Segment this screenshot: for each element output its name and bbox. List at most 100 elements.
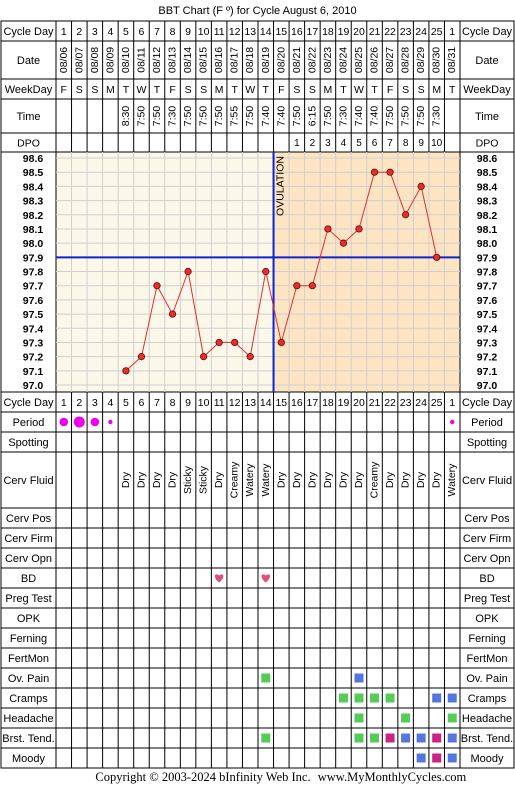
y-tick-label-right: 97.8: [477, 267, 498, 279]
weekday-cell: M: [106, 84, 115, 96]
temperature-point[interactable]: [122, 367, 130, 375]
cycle-day-cell: 24: [415, 26, 427, 38]
weekday-cell: T: [371, 84, 378, 96]
time-cell: 7:50: [182, 106, 194, 127]
cerv-fluid-cell: Dry: [291, 471, 303, 488]
cycle-day-cell: 23: [400, 397, 412, 409]
temperature-point[interactable]: [370, 168, 379, 176]
temperature-point[interactable]: [402, 211, 410, 219]
temperature-point[interactable]: [215, 338, 223, 347]
cycle-day-cell: 1: [449, 26, 455, 38]
temperature-point[interactable]: [324, 225, 332, 233]
temperature-point[interactable]: [184, 267, 192, 276]
y-tick-label-right: 98.0: [477, 238, 498, 250]
time-cell: 7:40: [353, 106, 365, 127]
time-cell: 7:30: [337, 106, 349, 127]
y-tick-label-left: 97.6: [23, 295, 44, 307]
row-label-headache: Headache: [3, 713, 53, 725]
temperature-point[interactable]: [339, 239, 348, 247]
temperature-point[interactable]: [137, 353, 146, 361]
cycle-day-cell: 11: [214, 26, 225, 38]
temperature-point[interactable]: [355, 225, 363, 233]
row-label-cerv-opn: Cerv Opn: [463, 553, 510, 565]
y-tick-label-left: 98.4: [23, 181, 44, 193]
temperature-point[interactable]: [262, 267, 270, 276]
temperature-point[interactable]: [200, 353, 208, 361]
period-marker: [90, 417, 100, 427]
cycle-day-cell: 17: [307, 26, 319, 38]
cycle-day-cell: 13: [244, 397, 256, 409]
date-cell: 08/11: [135, 47, 147, 73]
moody-marker: [416, 753, 426, 763]
temperature-point[interactable]: [386, 168, 394, 176]
time-cell: 7:50: [244, 106, 256, 127]
y-tick-label-right: 98.1: [477, 224, 498, 236]
y-tick-label-left: 97.1: [23, 366, 44, 378]
cycle-day-cell: 21: [369, 397, 381, 409]
temperature-point[interactable]: [231, 338, 239, 347]
row-label-date: Date: [17, 55, 40, 67]
cerv-fluid-cell: Dry: [431, 471, 443, 488]
y-tick-label-right: 97.9: [477, 252, 498, 264]
cycle-day-cell: 5: [123, 397, 129, 409]
content-layer: 98.6 98.6 98.5 98.5 98.4 98.4 98.3 98.3 98.2 98.2…: [2, 26, 513, 765]
brst-tend-marker: [261, 733, 271, 743]
date-cell: 08/07: [73, 47, 85, 73]
dpo-cell: 8: [403, 138, 409, 149]
time-cell: 7:30: [431, 106, 443, 127]
temperature-point[interactable]: [246, 353, 254, 361]
bd-heart-icon: [214, 574, 224, 583]
y-tick-label-left: 97.5: [23, 309, 44, 321]
dpo-cell: 3: [325, 138, 331, 149]
y-tick-label-right: 97.1: [477, 366, 498, 378]
temperature-point[interactable]: [153, 282, 161, 290]
weekday-cell: S: [76, 84, 83, 96]
footer-site[interactable]: www.MyMonthlyCycles.com: [318, 770, 467, 784]
y-tick-label-right: 98.4: [477, 181, 498, 193]
dpo-cell: 9: [418, 138, 424, 149]
cycle-day-cell: 18: [322, 397, 334, 409]
temperature-point[interactable]: [308, 282, 316, 290]
cycle-day-cell: 5: [123, 26, 129, 38]
row-label-time: Time: [475, 111, 499, 123]
cycle-day-cell: 8: [170, 397, 176, 409]
y-tick-label-left: 98.6: [23, 153, 44, 165]
weekday-cell: M: [215, 84, 224, 96]
row-label-cerv-opn: Cerv Opn: [5, 553, 52, 565]
date-cell: 08/06: [58, 47, 70, 73]
row-label-ov-pain: Ov. Pain: [466, 673, 507, 685]
row-label-opk: OPK: [17, 613, 41, 625]
y-tick-label-left: 97.4: [23, 323, 44, 335]
cycle-day-cell: 14: [260, 397, 272, 409]
y-tick-label-left: 98.0: [23, 238, 44, 250]
row-label-moody: Moody: [12, 753, 46, 765]
y-tick-label-right: 97.6: [477, 295, 498, 307]
temperature-point[interactable]: [277, 338, 285, 347]
row-label-preg-test: Preg Test: [464, 593, 510, 605]
date-cell: 08/17: [229, 47, 241, 73]
row-label-opk: OPK: [475, 613, 499, 625]
cramps-marker: [447, 693, 457, 703]
temperature-point[interactable]: [433, 253, 441, 261]
weekday-cell: T: [154, 84, 161, 96]
date-cell: 08/12: [151, 47, 163, 73]
time-cell: 7:40: [275, 106, 287, 127]
headache-marker: [447, 713, 457, 723]
time-cell: 7:50: [198, 106, 210, 127]
cerv-fluid-cell: Watery: [446, 463, 458, 497]
row-label-cramps: Cramps: [468, 693, 507, 705]
cycle-day-cell: 6: [139, 397, 145, 409]
date-cell: 08/19: [260, 47, 272, 73]
temperature-point[interactable]: [293, 282, 301, 290]
temperature-point[interactable]: [168, 310, 177, 318]
weekday-cell: S: [293, 84, 300, 96]
cerv-fluid-cell: Dry: [135, 471, 147, 488]
cerv-fluid-cell: Dry: [415, 471, 427, 488]
cycle-day-cell: 3: [92, 397, 98, 409]
time-cell: 7:55: [229, 106, 241, 127]
cycle-day-cell: 4: [107, 397, 113, 409]
row-label-cerv-fluid: Cerv Fluid: [3, 475, 53, 487]
row-label-weekday: WeekDay: [5, 84, 53, 96]
temperature-point[interactable]: [417, 182, 425, 190]
cycle-day-cell: 24: [415, 397, 427, 409]
